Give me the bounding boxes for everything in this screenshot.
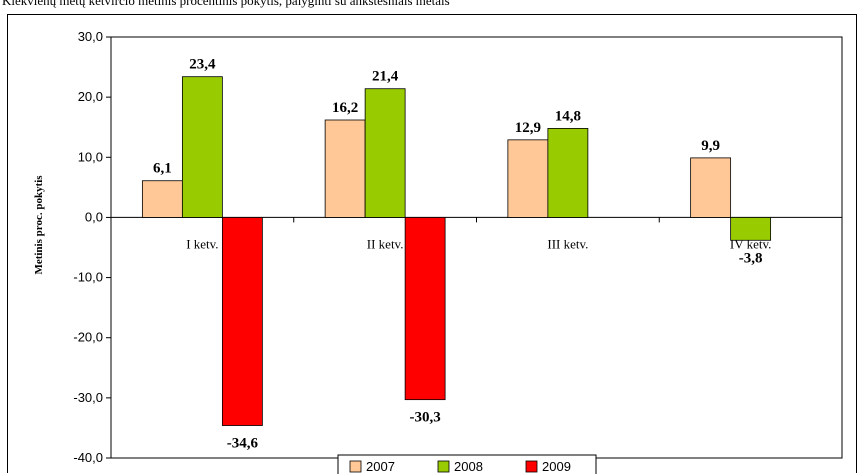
chart-area: 30,0 20,0 10,0 0,0 -10,0 -20,0 -30,0 -40,0 I ket…: [7, 14, 857, 474]
data-label-2008-1: 23,4: [189, 57, 216, 73]
y-tick-label: -40,0: [73, 450, 103, 465]
legend: 2007 2008 2009: [337, 454, 597, 474]
bar-2007-4: [690, 157, 732, 218]
y-tick-label: -10,0: [73, 270, 103, 285]
legend-swatch-2008: [437, 460, 450, 473]
legend-swatch-2007: [349, 460, 362, 473]
bars: [141, 76, 772, 426]
legend-swatch-2009: [525, 460, 538, 473]
caption-text: Kiekvienų metų ketvirčio metinis procent…: [2, 0, 450, 8]
category-label: III ketv.: [547, 236, 588, 251]
data-label-2008-2: 21,4: [372, 69, 399, 85]
data-label-2007-3: 12,9: [515, 120, 541, 136]
y-tick-label: -30,0: [73, 390, 103, 405]
bar-2007-1: [141, 180, 183, 218]
y-tick-label: 30,0: [78, 29, 103, 44]
bar-2009-1: [221, 217, 263, 426]
bar-2007-2: [324, 119, 366, 218]
bar-chart: 30,0 20,0 10,0 0,0 -10,0 -20,0 -30,0 -40,0 I ket…: [33, 29, 843, 474]
y-tick-label: 20,0: [78, 89, 103, 104]
y-tick-label: -20,0: [73, 330, 103, 345]
data-label-2007-2: 16,2: [332, 100, 358, 116]
data-label-2007-4: 9,9: [701, 138, 720, 154]
data-label-2008-4: -3,8: [739, 250, 763, 266]
y-axis-title: Metinis proc. pokytis: [33, 175, 45, 275]
data-label-2007-1: 6,1: [153, 161, 172, 177]
bar-2008-2: [364, 88, 406, 218]
data-label-2009-2: -30,3: [410, 410, 441, 426]
legend-label-2008: 2008: [454, 459, 483, 474]
category-label: I ketv.: [186, 236, 218, 251]
y-tick-label: 0,0: [85, 209, 103, 224]
y-tick-label: 10,0: [78, 149, 103, 164]
bar-2007-3: [507, 139, 549, 218]
bar-2008-4: [730, 217, 772, 241]
data-labels: 6,1 23,4 -34,6 16,2 21,4 -30,3 12,9 14,8 9,9 -3,8: [153, 57, 763, 452]
caption-strip: Kiekvienų metų ketvirčio metinis procent…: [0, 0, 860, 14]
data-label-2008-3: 14,8: [555, 108, 581, 124]
bar-2009-2: [404, 217, 446, 401]
data-label-2009-1: -34,6: [227, 436, 259, 452]
legend-label-2009: 2009: [542, 459, 571, 474]
bar-2008-1: [181, 76, 223, 218]
legend-label-2007: 2007: [366, 459, 395, 474]
bar-2008-3: [547, 128, 589, 218]
category-label: II ketv.: [367, 236, 404, 251]
